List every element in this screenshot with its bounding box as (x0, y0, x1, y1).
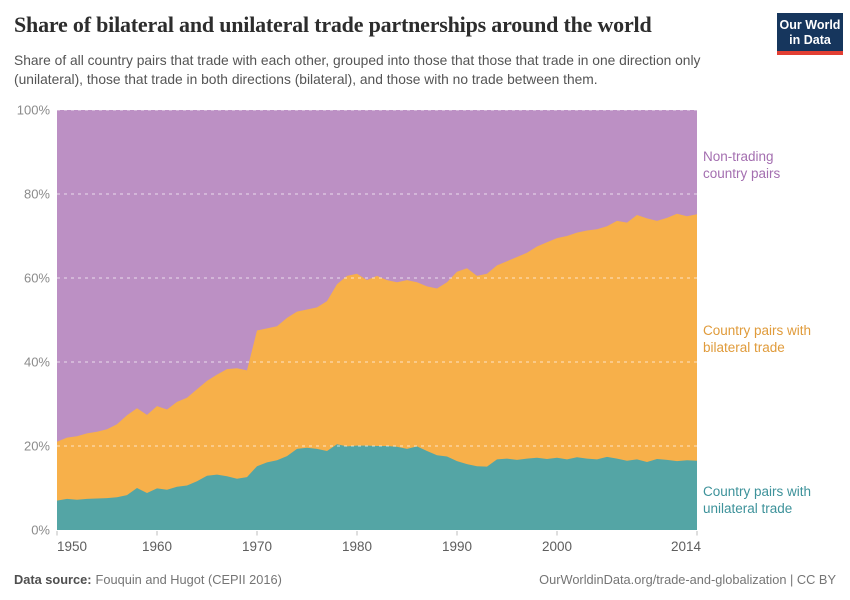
series-label-line: unilateral trade (703, 501, 793, 516)
y-axis-tick-label: 60% (24, 271, 50, 286)
data-source-note: Data source: Fouquin and Hugot (CEPII 201… (14, 572, 282, 587)
y-axis-tick-label: 80% (24, 187, 50, 202)
y-axis-tick-label: 40% (24, 355, 50, 370)
area-bilateral[interactable] (57, 213, 697, 530)
series-label-line: bilateral trade (703, 340, 785, 355)
page-title: Share of bilateral and unilateral trade … (14, 12, 652, 37)
x-axis-tick-label: 2000 (542, 539, 572, 554)
y-axis-tick-label: 20% (24, 439, 50, 454)
series-label-non-trading[interactable]: Non-trading country pairs (703, 148, 845, 182)
x-axis-tick-label: 1990 (442, 539, 472, 554)
x-axis-tick-label: 2014 (671, 539, 702, 554)
credit-link[interactable]: OurWorldinData.org/trade-and-globalizati… (539, 572, 836, 587)
series-label-line: Country pairs with (703, 484, 812, 499)
series-label-line: Non-trading (703, 149, 774, 164)
data-source-value: Fouquin and Hugot (CEPII 2016) (95, 572, 282, 587)
owid-logo-line1: Our World (779, 18, 841, 32)
y-axis-tick-label: 100% (17, 103, 51, 118)
series-label-line: country pairs (703, 166, 781, 181)
area-unilateral[interactable] (57, 444, 697, 530)
series-label-line: Country pairs with (703, 323, 812, 338)
data-source-label: Data source: (14, 572, 92, 587)
x-axis-tick-label: 1960 (142, 539, 172, 554)
owid-logo[interactable]: Our World in Data (777, 13, 843, 55)
owid-logo-line2: in Data (789, 32, 831, 47)
x-axis-tick-label: 1980 (342, 539, 372, 554)
x-axis-tick-label: 1970 (242, 539, 272, 554)
series-label-unilateral[interactable]: Country pairs with unilateral trade (703, 483, 845, 517)
chart-subtitle: Share of all country pairs that trade wi… (14, 53, 701, 87)
series-label-bilateral[interactable]: Country pairs with bilateral trade (703, 322, 845, 356)
y-axis-tick-label: 0% (31, 523, 50, 538)
x-axis-tick-label: 1950 (57, 539, 87, 554)
